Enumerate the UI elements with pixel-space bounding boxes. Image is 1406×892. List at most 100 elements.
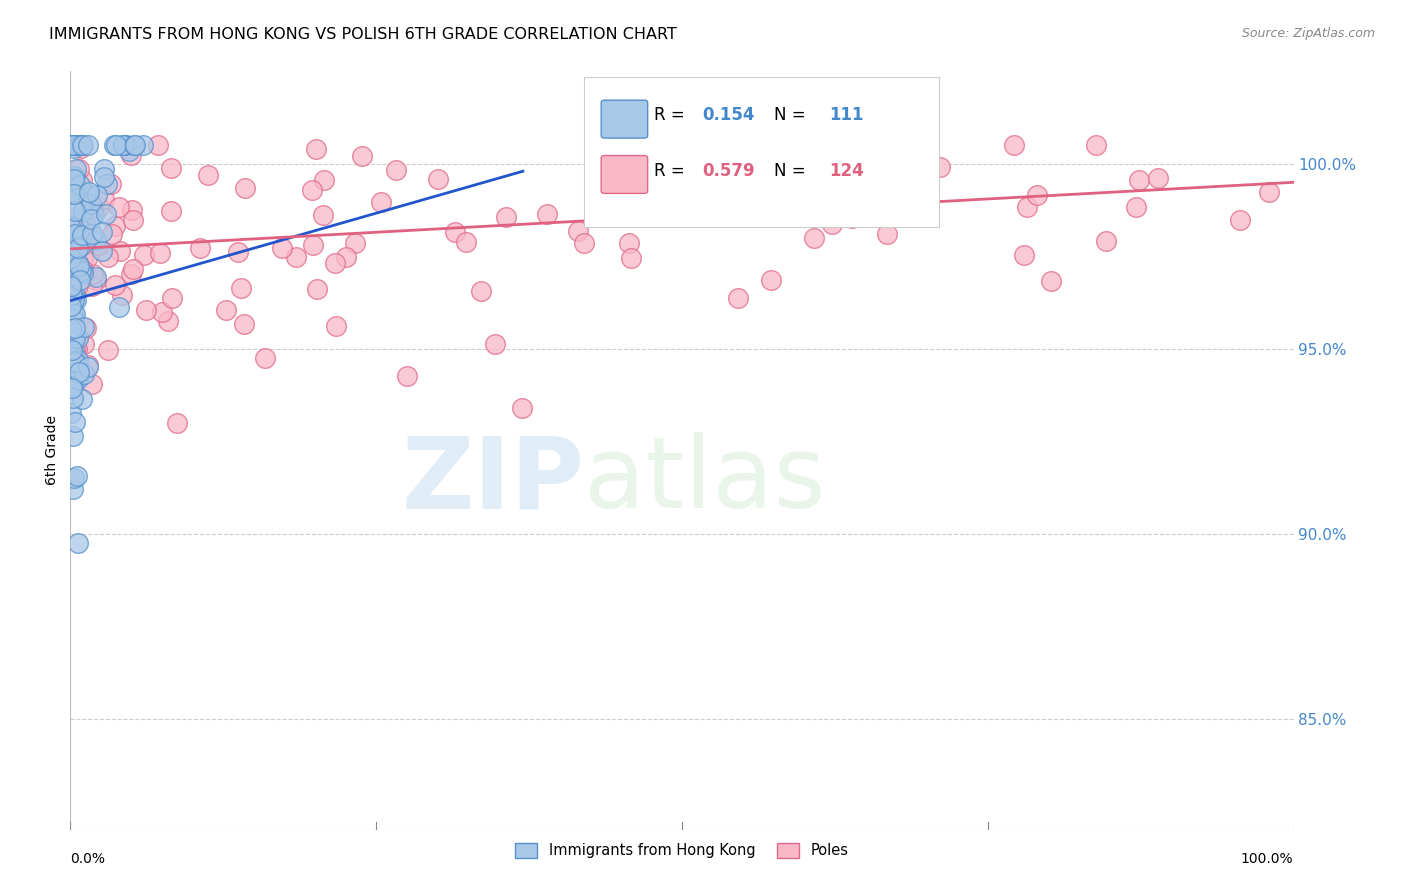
Point xyxy=(60,221,83,235)
Point xyxy=(62,200,84,214)
Point xyxy=(606,142,628,156)
Point xyxy=(284,250,307,264)
Point xyxy=(63,288,86,302)
Point xyxy=(62,138,84,153)
Point xyxy=(1012,248,1035,262)
Point xyxy=(149,245,172,260)
Point xyxy=(572,235,595,250)
Point xyxy=(188,241,211,255)
Text: 100.0%: 100.0% xyxy=(1241,853,1294,866)
Point xyxy=(229,280,252,294)
Point xyxy=(77,186,100,200)
Point xyxy=(510,401,533,416)
Point xyxy=(73,319,96,334)
Point xyxy=(67,331,90,345)
Point xyxy=(69,178,91,192)
Point xyxy=(69,273,91,287)
Point xyxy=(121,203,143,218)
Point xyxy=(80,197,103,211)
Point xyxy=(627,138,650,153)
Point xyxy=(59,285,82,299)
Point xyxy=(62,343,84,357)
Point xyxy=(62,471,84,485)
Point xyxy=(567,224,589,238)
Point xyxy=(62,482,84,496)
Point xyxy=(93,162,115,177)
Text: atlas: atlas xyxy=(583,433,825,529)
Point xyxy=(73,367,96,381)
Point xyxy=(67,138,90,153)
Point xyxy=(350,149,373,163)
Point xyxy=(63,169,86,184)
Point xyxy=(312,208,335,222)
Point xyxy=(60,406,83,420)
Text: 0.154: 0.154 xyxy=(703,106,755,124)
Point xyxy=(108,244,131,258)
Point xyxy=(63,346,86,360)
Point xyxy=(124,138,146,153)
Point xyxy=(79,211,101,226)
Point xyxy=(536,206,558,220)
Point xyxy=(855,193,877,207)
Point xyxy=(385,163,408,178)
Point xyxy=(93,192,115,206)
Point xyxy=(325,319,347,334)
Point xyxy=(121,262,143,277)
Point xyxy=(75,216,97,230)
Point xyxy=(97,343,120,358)
Point xyxy=(454,235,477,250)
Point xyxy=(87,238,110,252)
Point xyxy=(67,162,90,177)
Point xyxy=(620,252,643,266)
Point xyxy=(76,358,98,372)
Point xyxy=(63,141,86,155)
Point xyxy=(65,161,87,176)
Point xyxy=(63,227,86,241)
Point xyxy=(72,252,94,266)
Point xyxy=(96,177,118,191)
Text: 111: 111 xyxy=(828,106,863,124)
Text: N =: N = xyxy=(773,161,810,179)
Point xyxy=(63,204,86,219)
Point xyxy=(62,313,84,327)
Point xyxy=(63,331,86,345)
Point xyxy=(76,252,98,266)
Text: 0.0%: 0.0% xyxy=(70,853,105,866)
Point xyxy=(1039,274,1062,288)
Text: Source: ZipAtlas.com: Source: ZipAtlas.com xyxy=(1241,27,1375,40)
Point xyxy=(1128,172,1150,186)
Point xyxy=(426,172,449,186)
Point xyxy=(62,304,84,318)
Point xyxy=(132,248,155,262)
Point xyxy=(1084,138,1107,153)
Point xyxy=(634,200,657,214)
Point xyxy=(232,317,254,331)
Text: R =: R = xyxy=(654,106,690,124)
Point xyxy=(150,305,173,319)
Point xyxy=(1002,138,1025,153)
Point xyxy=(484,337,506,351)
Point xyxy=(742,138,765,153)
Point xyxy=(62,138,84,153)
Point xyxy=(470,285,492,299)
Point xyxy=(66,372,89,386)
Point xyxy=(69,141,91,155)
Point xyxy=(60,251,83,265)
Point xyxy=(60,338,83,352)
FancyBboxPatch shape xyxy=(583,77,939,227)
Point xyxy=(67,218,90,232)
Point xyxy=(59,300,82,314)
Point xyxy=(72,336,94,351)
Point xyxy=(166,416,188,430)
Point xyxy=(103,138,125,153)
Point xyxy=(841,211,863,225)
Point xyxy=(631,161,654,176)
Point xyxy=(63,186,86,201)
Y-axis label: 6th Grade: 6th Grade xyxy=(45,416,59,485)
Text: N =: N = xyxy=(773,106,810,124)
Point xyxy=(160,161,183,176)
Point xyxy=(63,356,86,370)
Point xyxy=(62,138,84,153)
Point xyxy=(84,273,107,287)
Point xyxy=(66,469,89,483)
